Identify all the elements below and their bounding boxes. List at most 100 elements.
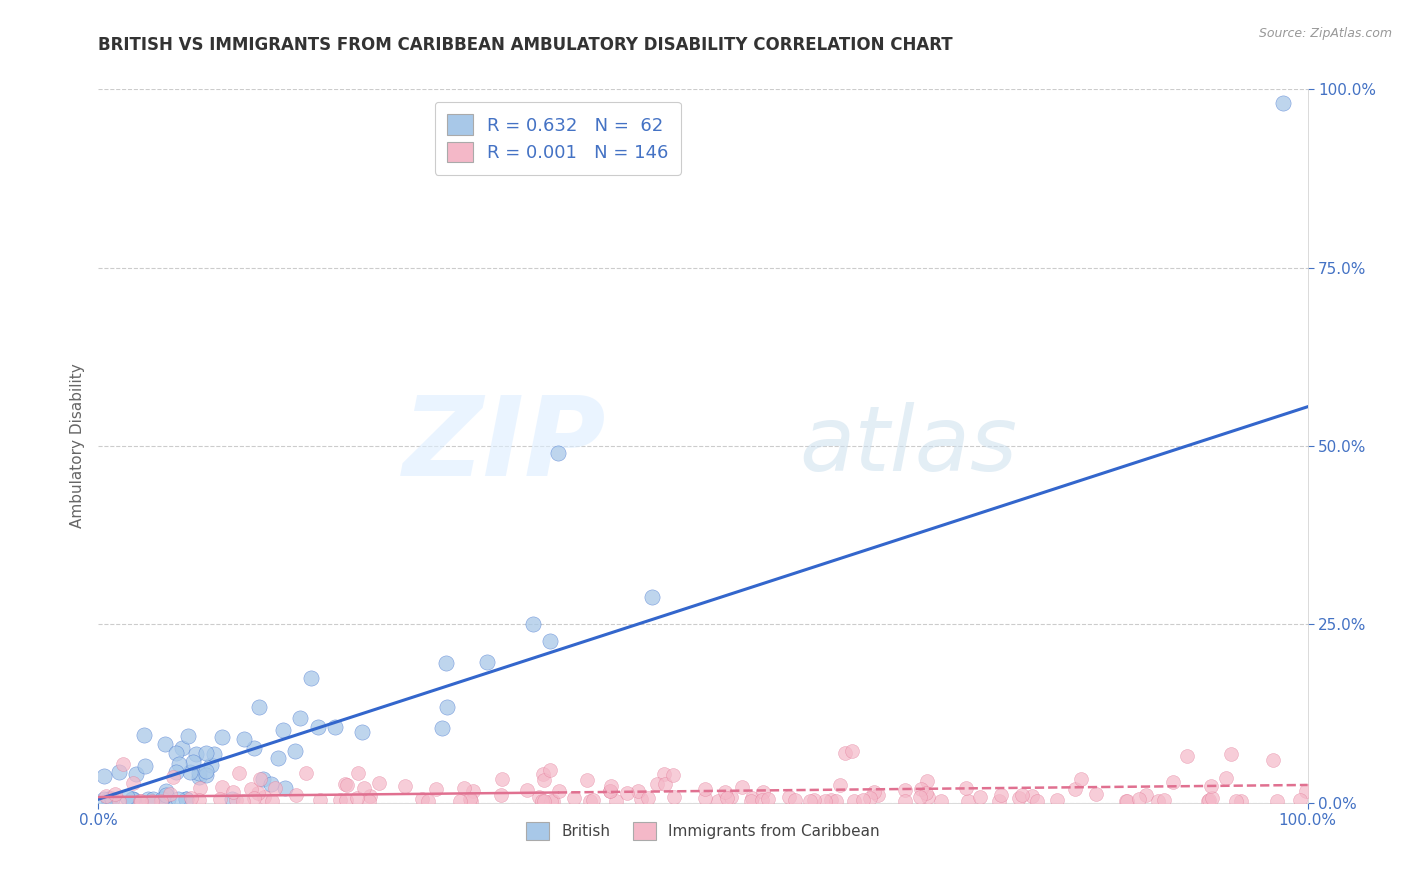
Point bbox=[181, 755, 204, 769]
Point bbox=[288, 711, 311, 725]
Point bbox=[359, 789, 381, 803]
Point bbox=[578, 794, 600, 808]
Point bbox=[155, 788, 177, 802]
Point bbox=[1289, 793, 1312, 807]
Point bbox=[165, 746, 187, 760]
Point bbox=[131, 794, 153, 808]
Point bbox=[155, 784, 177, 798]
Point bbox=[1199, 779, 1222, 793]
Point bbox=[1021, 789, 1043, 804]
Point bbox=[436, 657, 458, 671]
Point bbox=[538, 633, 561, 648]
Point bbox=[1011, 788, 1033, 802]
Point bbox=[294, 766, 316, 780]
Point bbox=[108, 765, 131, 780]
Point bbox=[260, 794, 283, 808]
Point bbox=[188, 781, 211, 796]
Point bbox=[176, 730, 198, 744]
Point bbox=[1128, 791, 1150, 805]
Point bbox=[1153, 793, 1175, 807]
Point bbox=[830, 778, 852, 792]
Point bbox=[741, 791, 763, 805]
Point bbox=[541, 794, 564, 808]
Point bbox=[990, 788, 1012, 802]
Point bbox=[1265, 794, 1288, 808]
Point bbox=[98, 792, 121, 806]
Point bbox=[187, 793, 209, 807]
Point bbox=[533, 794, 555, 808]
Point bbox=[122, 776, 145, 790]
Point bbox=[863, 785, 886, 799]
Point bbox=[228, 765, 250, 780]
Point bbox=[188, 770, 211, 784]
Point bbox=[323, 720, 346, 734]
Point bbox=[430, 721, 453, 735]
Point bbox=[814, 794, 837, 808]
Point bbox=[778, 789, 800, 804]
Point bbox=[211, 730, 233, 744]
Point bbox=[1198, 794, 1220, 808]
Point bbox=[225, 793, 247, 807]
Point bbox=[548, 783, 571, 797]
Point bbox=[174, 792, 197, 806]
Point bbox=[239, 782, 262, 797]
Point bbox=[346, 766, 368, 780]
Point bbox=[346, 791, 368, 805]
Point bbox=[1261, 753, 1284, 767]
Point bbox=[167, 792, 190, 806]
Point bbox=[458, 792, 481, 806]
Point bbox=[731, 780, 754, 794]
Point bbox=[522, 616, 544, 631]
Point bbox=[1272, 96, 1295, 111]
Point bbox=[449, 794, 471, 808]
Point bbox=[540, 794, 562, 808]
Point bbox=[1219, 747, 1241, 762]
Point bbox=[1025, 794, 1047, 808]
Legend: British, Immigrants from Caribbean: British, Immigrants from Caribbean bbox=[517, 813, 889, 848]
Point bbox=[529, 789, 551, 804]
Point bbox=[243, 741, 266, 756]
Point bbox=[894, 794, 917, 808]
Point bbox=[461, 783, 484, 797]
Point bbox=[108, 794, 131, 808]
Point bbox=[910, 781, 932, 796]
Point bbox=[600, 779, 623, 793]
Point bbox=[200, 758, 222, 772]
Point bbox=[172, 740, 194, 755]
Point bbox=[242, 791, 264, 805]
Point bbox=[425, 782, 447, 797]
Text: atlas: atlas bbox=[800, 402, 1018, 490]
Point bbox=[917, 773, 939, 788]
Point bbox=[167, 756, 190, 771]
Point bbox=[122, 792, 145, 806]
Point bbox=[211, 780, 233, 794]
Point bbox=[416, 794, 439, 808]
Point bbox=[714, 785, 737, 799]
Text: BRITISH VS IMMIGRANTS FROM CARIBBEAN AMBULATORY DISABILITY CORRELATION CHART: BRITISH VS IMMIGRANTS FROM CARIBBEAN AMB… bbox=[98, 36, 953, 54]
Point bbox=[1064, 782, 1087, 797]
Point bbox=[969, 790, 991, 805]
Point bbox=[180, 791, 202, 805]
Point bbox=[104, 787, 127, 801]
Point bbox=[93, 769, 115, 783]
Point bbox=[783, 793, 806, 807]
Point bbox=[720, 790, 742, 805]
Point bbox=[232, 794, 254, 808]
Point bbox=[96, 789, 118, 804]
Point bbox=[637, 790, 659, 805]
Point bbox=[202, 747, 225, 762]
Point bbox=[453, 780, 475, 795]
Point bbox=[308, 793, 330, 807]
Point bbox=[756, 792, 779, 806]
Point bbox=[630, 792, 652, 806]
Point bbox=[117, 790, 139, 805]
Point bbox=[645, 777, 668, 791]
Point bbox=[751, 792, 773, 806]
Point bbox=[576, 773, 599, 788]
Point bbox=[516, 783, 538, 797]
Point bbox=[162, 770, 184, 784]
Point bbox=[246, 786, 269, 800]
Point bbox=[695, 791, 717, 805]
Point bbox=[263, 780, 285, 795]
Point bbox=[824, 794, 846, 808]
